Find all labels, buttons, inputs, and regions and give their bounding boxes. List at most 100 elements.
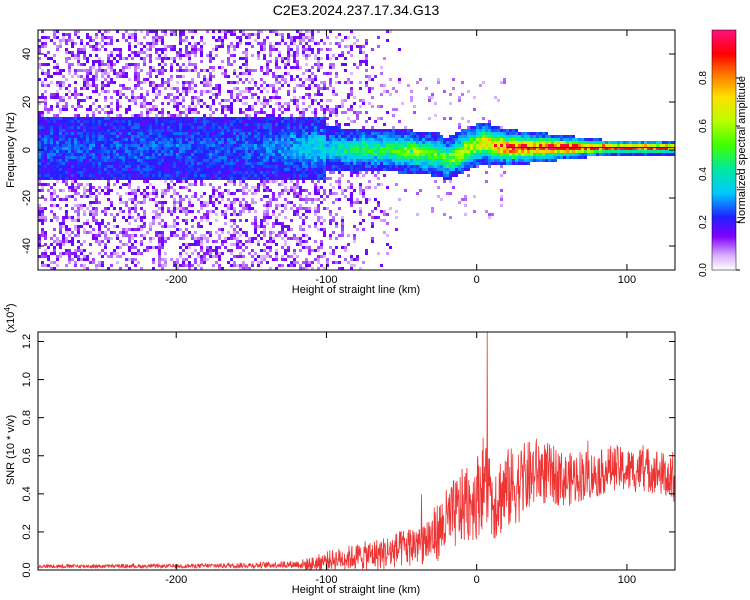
spectrogram-cell bbox=[83, 240, 86, 243]
spectrogram-cell bbox=[353, 264, 356, 267]
spectrogram-cell bbox=[83, 195, 86, 198]
spectrogram-cell bbox=[290, 159, 293, 162]
spectrogram-cell bbox=[113, 132, 116, 135]
spectrogram-cell bbox=[212, 153, 215, 156]
spectrogram-cell bbox=[242, 132, 245, 135]
spectrogram-cell bbox=[359, 267, 362, 270]
spectrogram-cell bbox=[203, 129, 206, 132]
spectrogram-cell bbox=[179, 207, 182, 210]
spectrogram-cell bbox=[98, 240, 101, 243]
spectrogram-cell bbox=[287, 63, 290, 66]
spectrogram-cell bbox=[272, 222, 275, 225]
spectrogram-cell bbox=[95, 60, 98, 63]
spectrogram-cell bbox=[197, 150, 200, 153]
spectrogram-cell bbox=[206, 90, 209, 93]
spectrogram-cell bbox=[68, 51, 71, 54]
spectrogram-cell bbox=[173, 33, 176, 36]
spectrogram-cell bbox=[158, 48, 161, 51]
spectrogram-cell bbox=[281, 237, 284, 240]
spectrogram-cell bbox=[176, 96, 179, 99]
spectrogram-cell bbox=[233, 150, 236, 153]
spectrogram-cell bbox=[221, 177, 224, 180]
spectrogram-cell bbox=[53, 42, 56, 45]
spectrogram-cell bbox=[41, 132, 44, 135]
spectrogram-cell bbox=[197, 42, 200, 45]
spectrogram-cell bbox=[62, 156, 65, 159]
spectrogram-cell bbox=[215, 138, 218, 141]
spectrogram-cell bbox=[248, 240, 251, 243]
spectrogram-cell bbox=[38, 117, 41, 120]
spectrogram-cell bbox=[95, 120, 98, 123]
spectrogram-cell bbox=[191, 204, 194, 207]
spectrogram-cell bbox=[374, 156, 377, 159]
spectrogram-cell bbox=[266, 210, 269, 213]
spectrogram-cell bbox=[155, 126, 158, 129]
spectrogram-cell bbox=[317, 90, 320, 93]
spectrogram-cell bbox=[356, 201, 359, 204]
spectrogram-cell bbox=[113, 225, 116, 228]
spectrogram-cell bbox=[116, 117, 119, 120]
spectrogram-cell bbox=[362, 141, 365, 144]
spectrogram-cell bbox=[290, 150, 293, 153]
spectrogram-cell bbox=[86, 72, 89, 75]
spectrogram-cell bbox=[233, 135, 236, 138]
spectrogram-cell bbox=[257, 264, 260, 267]
spectrogram-cell bbox=[359, 207, 362, 210]
spectrogram-cell bbox=[86, 267, 89, 270]
spectrogram-cell bbox=[68, 240, 71, 243]
spectrogram-cell bbox=[122, 252, 125, 255]
spectrogram-cell bbox=[248, 177, 251, 180]
spectrogram-cell bbox=[281, 228, 284, 231]
spectrogram-cell bbox=[281, 135, 284, 138]
spectrogram-cell bbox=[368, 162, 371, 165]
spectrogram-cell bbox=[119, 267, 122, 270]
spectrogram-cell bbox=[68, 168, 71, 171]
spectrogram-cell bbox=[71, 39, 74, 42]
spectrogram-cell bbox=[47, 129, 50, 132]
spectrogram-cell bbox=[215, 168, 218, 171]
spectrogram-cell bbox=[167, 78, 170, 81]
spectrogram-cell bbox=[104, 105, 107, 108]
spectrogram-cell bbox=[152, 90, 155, 93]
spectrogram-cell bbox=[74, 42, 77, 45]
spectrogram-cell bbox=[245, 63, 248, 66]
spectrogram-cell bbox=[65, 204, 68, 207]
spectrogram-cell bbox=[77, 192, 80, 195]
spectrogram-cell bbox=[122, 144, 125, 147]
spectrogram-cell bbox=[143, 57, 146, 60]
spectrogram-cell bbox=[230, 90, 233, 93]
spectrogram-cell bbox=[362, 126, 365, 129]
spectrogram-cell bbox=[41, 45, 44, 48]
spectrogram-cell bbox=[308, 246, 311, 249]
spectrogram-cell bbox=[161, 51, 164, 54]
spectrogram-cell bbox=[248, 168, 251, 171]
spectrogram-cell bbox=[260, 153, 263, 156]
spectrogram-cell bbox=[179, 138, 182, 141]
spectrogram-cell bbox=[125, 201, 128, 204]
spectrogram-cell bbox=[263, 147, 266, 150]
spectrogram-cell bbox=[293, 117, 296, 120]
spectrogram-cell bbox=[128, 210, 131, 213]
spectrogram-cell bbox=[128, 171, 131, 174]
spectrogram-cell bbox=[44, 54, 47, 57]
spectrogram-cell bbox=[158, 213, 161, 216]
spectrogram-cell bbox=[308, 249, 311, 252]
spectrogram-cell bbox=[53, 138, 56, 141]
spectrogram-cell bbox=[113, 69, 116, 72]
spectrogram-cell bbox=[164, 174, 167, 177]
spectrogram-cell bbox=[269, 201, 272, 204]
spectrogram-cell bbox=[335, 114, 338, 117]
spectrogram-cell bbox=[119, 57, 122, 60]
spectrogram-cell bbox=[359, 210, 362, 213]
spectrogram-cell bbox=[74, 189, 77, 192]
spectrogram-cell bbox=[92, 219, 95, 222]
spectrogram-cell bbox=[83, 45, 86, 48]
spectrogram-cell bbox=[233, 198, 236, 201]
spectrogram-cell bbox=[347, 159, 350, 162]
spectrogram-cell bbox=[155, 204, 158, 207]
spectrogram-cell bbox=[86, 183, 89, 186]
spectrogram-cell bbox=[125, 30, 128, 33]
spectrogram-cell bbox=[359, 87, 362, 90]
spectrogram-cell bbox=[77, 141, 80, 144]
spectrogram-cell bbox=[365, 57, 368, 60]
